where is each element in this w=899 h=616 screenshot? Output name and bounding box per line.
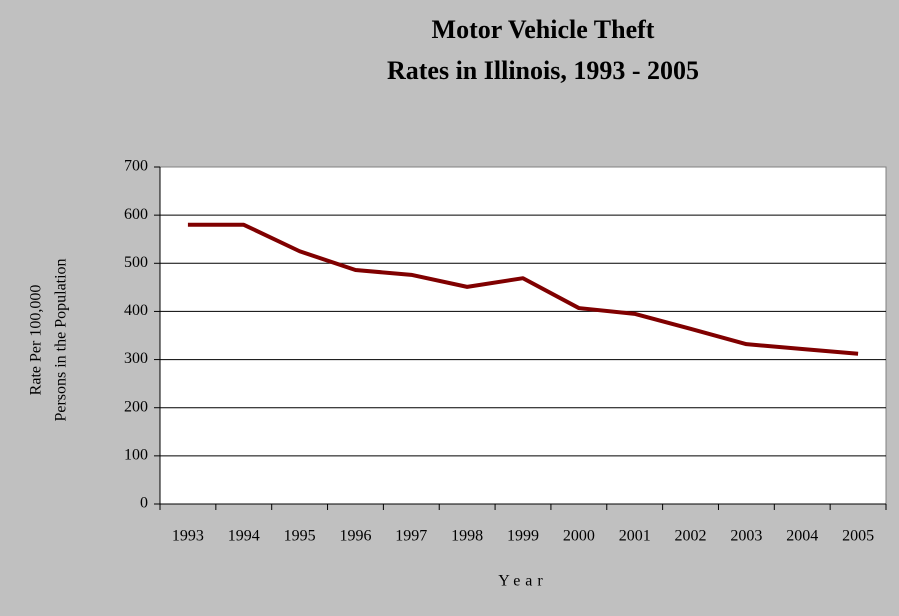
chart-title: Motor Vehicle Theft xyxy=(432,15,655,44)
x-tick-label: 2001 xyxy=(619,528,651,545)
x-tick-label: 2000 xyxy=(563,528,595,545)
y-tick-label: 100 xyxy=(124,447,148,464)
y-tick-label: 300 xyxy=(124,350,148,367)
x-tick-label: 2002 xyxy=(675,528,707,545)
y-tick-label: 0 xyxy=(140,495,148,512)
x-tick-label: 1999 xyxy=(507,528,539,545)
x-tick-label: 2004 xyxy=(786,528,818,545)
y-tick-label: 700 xyxy=(124,158,148,175)
x-tick-label: 1994 xyxy=(228,528,260,545)
x-tick-label: 1998 xyxy=(451,528,483,545)
x-tick-label: 1995 xyxy=(284,528,316,545)
plot-area xyxy=(159,166,887,505)
y-tick-label: 500 xyxy=(124,254,148,271)
x-tick-label: 1996 xyxy=(339,528,371,545)
x-tick-label: 2003 xyxy=(730,528,762,545)
y-axis-label: Rate Per 100,000 xyxy=(28,285,45,396)
data-line xyxy=(187,222,859,356)
x-tick-label: 2005 xyxy=(842,528,874,545)
y-tick-label: 600 xyxy=(124,206,148,223)
x-tick-label: 1997 xyxy=(395,528,427,545)
x-axis-label: Year xyxy=(498,573,547,590)
x-tick-label: 1993 xyxy=(172,528,204,545)
y-tick-label: 200 xyxy=(124,398,148,415)
y-tick-label: 400 xyxy=(124,302,148,319)
chart-title: Rates in Illinois, 1993 - 2005 xyxy=(387,56,699,85)
y-axis-label: Persons in the Population xyxy=(53,258,70,421)
